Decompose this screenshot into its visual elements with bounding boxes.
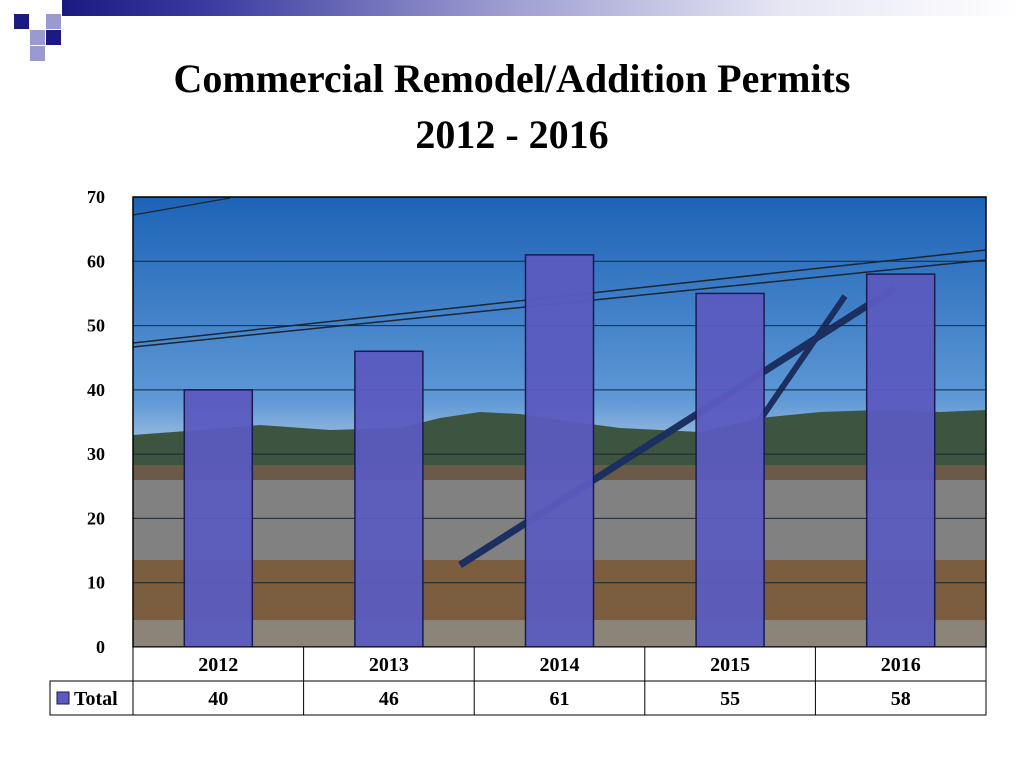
bar-2012	[183, 389, 254, 648]
y-axis-ticks: 0 10 20 30 40 50 60 70	[87, 187, 105, 657]
x-tick-label: 2014	[540, 654, 580, 676]
y-tick-label: 30	[87, 444, 105, 464]
y-tick-label: 10	[87, 573, 105, 593]
y-tick-label: 40	[87, 380, 105, 400]
y-tick-label: 70	[87, 187, 105, 207]
data-label: 58	[891, 688, 911, 710]
y-tick-label: 60	[87, 251, 105, 271]
x-tick-label: 2016	[881, 654, 921, 676]
legend-swatch	[56, 691, 70, 705]
y-tick-label: 20	[87, 508, 105, 528]
y-tick-label: 0	[96, 637, 105, 657]
bar-2016	[865, 273, 936, 648]
x-tick-label: 2012	[198, 654, 238, 676]
bars	[183, 254, 936, 648]
corner-square	[46, 30, 61, 45]
bar-2014	[524, 254, 595, 648]
chart-subtitle: 2012 - 2016	[415, 112, 609, 157]
power-line	[132, 197, 231, 216]
chart-title: Commercial Remodel/Addition Permits	[173, 56, 851, 101]
corner-square	[46, 14, 61, 29]
data-label: 55	[720, 688, 740, 710]
data-label: 61	[550, 688, 570, 710]
bar-2013	[354, 350, 424, 648]
corner-square	[30, 46, 45, 61]
corner-square	[14, 14, 29, 29]
top-gradient-bar	[62, 0, 1024, 16]
data-label: 46	[379, 688, 399, 710]
corner-square	[30, 30, 45, 45]
data-label: 40	[208, 688, 228, 710]
data-table: 2012 40 2013 46 2014 61 2015 55 2016 58 Total	[49, 646, 987, 716]
legend-label: Total	[74, 688, 118, 710]
y-tick-label: 50	[87, 316, 105, 336]
x-tick-label: 2013	[369, 654, 409, 676]
x-tick-label: 2015	[710, 654, 750, 676]
crane-arm	[757, 294, 848, 422]
bar-2015	[695, 292, 765, 648]
